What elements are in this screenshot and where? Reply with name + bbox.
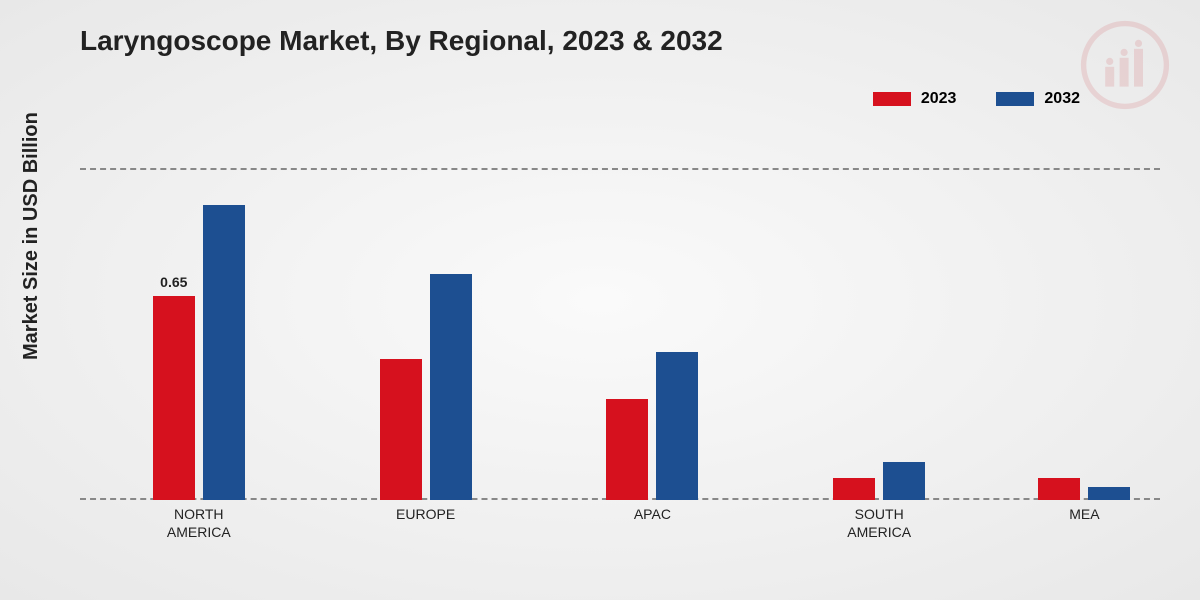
- bar: [833, 478, 875, 500]
- bar-group: [606, 352, 698, 500]
- x-axis-category-label: MEA: [1069, 505, 1099, 523]
- legend-item-2032: 2032: [996, 90, 1080, 108]
- bar-group: [1038, 478, 1130, 500]
- x-axis-category-label: SOUTH AMERICA: [847, 505, 911, 541]
- x-axis-category-label: APAC: [634, 505, 671, 523]
- legend: 2023 2032: [873, 90, 1080, 108]
- bar: [380, 359, 422, 500]
- bar-group: 0.65: [153, 205, 245, 500]
- legend-label-2023: 2023: [921, 90, 957, 108]
- brand-logo-icon: [1080, 20, 1170, 110]
- x-axis-category-label: EUROPE: [396, 505, 455, 523]
- legend-swatch-2032: [996, 92, 1034, 106]
- legend-swatch-2023: [873, 92, 911, 106]
- bar: [430, 274, 472, 500]
- gridline: [80, 168, 1160, 170]
- legend-item-2023: 2023: [873, 90, 957, 108]
- bar: [883, 462, 925, 500]
- bar-group: [833, 462, 925, 500]
- legend-label-2032: 2032: [1044, 90, 1080, 108]
- bar: [1038, 478, 1080, 500]
- bar: 0.65: [153, 296, 195, 500]
- bar: [1088, 487, 1130, 500]
- chart-title: Laryngoscope Market, By Regional, 2023 &…: [80, 25, 723, 57]
- x-axis-labels: NORTH AMERICA EUROPE APAC SOUTH AMERICA MEA: [80, 505, 1160, 565]
- bar: [656, 352, 698, 500]
- chart-plot-area: 0.65: [80, 170, 1160, 500]
- bar: [606, 399, 648, 500]
- y-axis-label: Market Size in USD Billion: [20, 112, 43, 360]
- x-axis-category-label: NORTH AMERICA: [167, 505, 231, 541]
- bar-value-label: 0.65: [160, 274, 187, 290]
- bar-group: [380, 274, 472, 500]
- bar: [203, 205, 245, 500]
